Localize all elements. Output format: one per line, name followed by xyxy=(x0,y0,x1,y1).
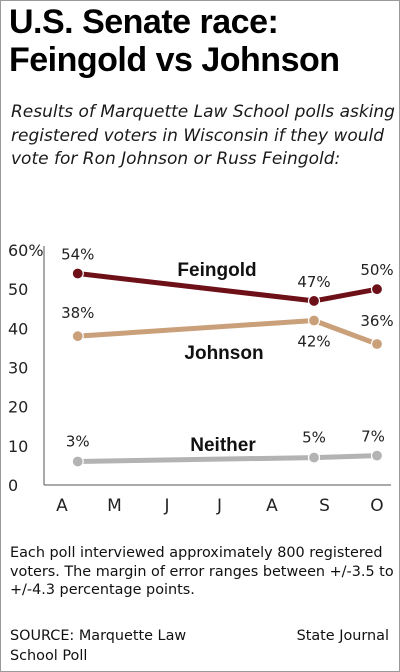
series-name-label: Johnson xyxy=(184,343,263,364)
methodology-note: Each poll interviewed approximately 800 … xyxy=(10,545,394,599)
chart-axes xyxy=(43,246,391,486)
title-line-2: Feingold vs Johnson xyxy=(9,41,340,79)
title-line-1: U.S. Senate race: xyxy=(9,3,279,41)
y-tick-label: 60% xyxy=(8,241,44,260)
series-line xyxy=(75,453,380,464)
data-point xyxy=(370,337,384,351)
x-tick-label: M xyxy=(107,496,122,516)
y-tick-label: 0 xyxy=(8,476,18,495)
source-credit: SOURCE: Marquette Law School Poll xyxy=(10,628,187,664)
data-point xyxy=(71,330,84,343)
series-line xyxy=(75,318,380,347)
data-label: 7% xyxy=(361,428,385,446)
chart-subtitle: Results of Marquette Law School polls as… xyxy=(11,102,395,169)
y-tick-label: 10 xyxy=(8,437,28,456)
y-tick-label: 40 xyxy=(8,319,28,338)
line-chart: 60% 50 40 30 20 10 0 A M J J A S O 54% 47% 50% Feingold… xyxy=(8,241,394,516)
data-label: 42% xyxy=(297,333,330,351)
x-tick-label: J xyxy=(163,496,169,516)
y-tick-label: 20 xyxy=(8,398,28,417)
data-point xyxy=(307,314,321,327)
publisher-credit: State Journal xyxy=(296,628,389,644)
series-name-label: Neither xyxy=(190,435,256,456)
data-point xyxy=(370,449,384,462)
x-tick-label: O xyxy=(370,496,383,516)
series-johnson: 38% 42% 36% Johnson xyxy=(61,304,394,364)
series-name-label: Feingold xyxy=(177,260,256,281)
data-point xyxy=(307,294,321,308)
y-tick-label: 50 xyxy=(8,280,28,299)
data-label: 47% xyxy=(297,273,330,291)
data-point xyxy=(307,451,321,464)
data-point xyxy=(71,267,84,280)
data-label: 3% xyxy=(66,433,90,451)
y-axis-ticks: 60% 50 40 30 20 10 0 xyxy=(8,241,44,495)
data-label: 54% xyxy=(61,246,94,264)
x-tick-label: J xyxy=(216,496,222,516)
y-tick-label: 30 xyxy=(8,359,28,378)
x-tick-label: A xyxy=(266,496,278,516)
x-tick-label: A xyxy=(56,496,68,516)
data-point xyxy=(71,455,84,468)
series-neither: 3% 5% 7% Neither xyxy=(66,428,385,468)
data-label: 50% xyxy=(360,261,393,279)
series-feingold: 54% 47% 50% Feingold xyxy=(61,246,394,308)
data-label: 38% xyxy=(61,304,94,322)
chart-series: 54% 47% 50% Feingold 38% 42% 36% Johnson 3% 5% 7% N… xyxy=(61,246,394,468)
data-point xyxy=(370,283,384,296)
chart-title: U.S. Senate race: Feingold vs Johnson xyxy=(9,3,340,79)
data-label: 36% xyxy=(360,312,393,330)
data-label: 5% xyxy=(302,429,326,447)
x-tick-label: S xyxy=(319,496,330,516)
